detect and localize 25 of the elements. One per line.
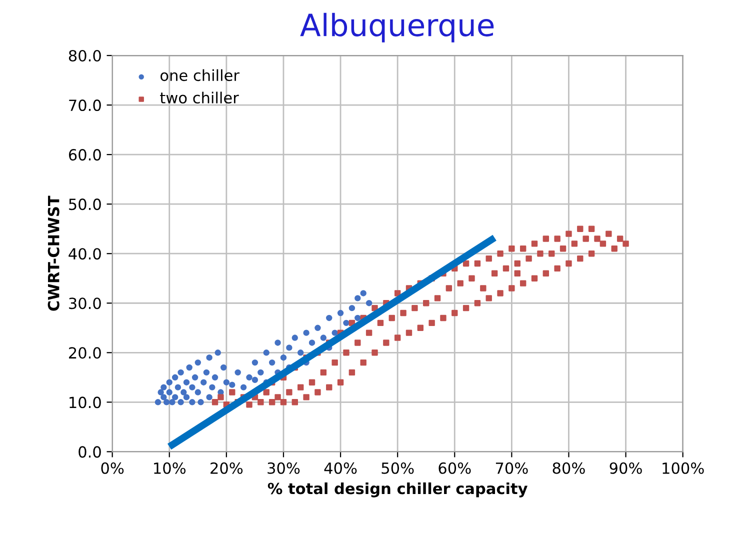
- y-tick-label: 70.0: [69, 100, 101, 112]
- x-tick-label: 10%: [154, 462, 186, 474]
- x-axis-title: % total design chiller capacity: [268, 482, 528, 498]
- y-tick-label: 30.0: [69, 298, 101, 310]
- y-axis-title: CWRT-CHWST: [48, 196, 60, 311]
- legend-label: two chiller: [160, 92, 239, 104]
- y-tick-label: 0.0: [78, 446, 101, 458]
- y-tick-label: 50.0: [69, 198, 101, 210]
- x-tick-label: 90%: [610, 462, 642, 474]
- x-tick-label: 50%: [382, 462, 414, 474]
- x-tick-label: 40%: [324, 462, 357, 474]
- y-tick-label: 20.0: [69, 347, 101, 359]
- legend-label: one chiller: [160, 69, 240, 82]
- x-tick-label: 70%: [496, 462, 528, 474]
- y-tick-label: 80.0: [68, 50, 101, 62]
- chart-title: Albuquerque: [300, 12, 494, 42]
- x-tick-label: 30%: [268, 462, 300, 474]
- y-tick-label: 40.0: [68, 248, 101, 260]
- x-tick-label: 0%: [101, 462, 124, 474]
- y-tick-label: 10.0: [70, 396, 101, 408]
- x-tick-label: 20%: [210, 462, 243, 474]
- x-tick-label: 100%: [662, 462, 704, 474]
- x-tick-label: 60%: [438, 462, 471, 474]
- x-tick-label: 80%: [552, 462, 585, 474]
- y-tick-label: 60.0: [68, 149, 101, 161]
